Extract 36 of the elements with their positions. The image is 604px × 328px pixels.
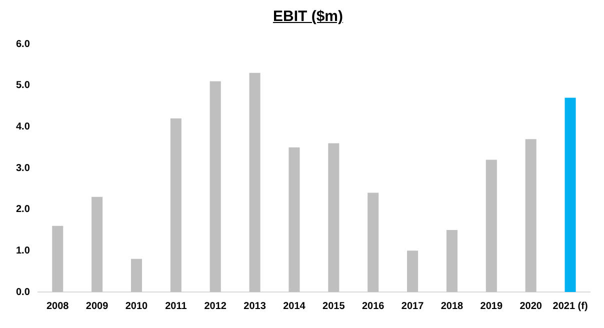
x-tick-label: 2008 [46,300,70,312]
y-tick-label: 0.0 [16,286,30,298]
y-tick-label: 4.0 [16,121,30,132]
bar [92,196,103,292]
x-tick-label: 2018 [440,300,464,312]
chart-title: EBIT ($m) [272,8,344,27]
y-tick-label: 6.0 [16,38,30,50]
bar [446,230,458,292]
bar [130,258,142,292]
x-tick-label: 2010 [125,300,148,312]
y-tick-label: 5.0 [16,80,30,92]
bar [328,143,340,292]
x-tick-label: 2016 [362,300,385,312]
x-tick-label: 2015 [322,300,346,312]
x-tick-label: 2020 [520,300,542,312]
bar [486,160,497,292]
bar [368,192,379,292]
x-tick-label: 2009 [86,300,109,312]
bar [564,98,576,292]
bar [249,72,260,292]
bar [170,118,182,292]
bar [288,147,300,292]
y-tick-label: 2.0 [16,204,30,216]
x-tick-label: 2021 (f) [552,300,588,312]
x-tick-label: 2012 [204,300,227,312]
bar [210,81,221,292]
x-tick-label: 2017 [401,300,424,312]
x-tick-label: 2019 [480,300,503,312]
bar [407,250,418,292]
y-tick-label: 1.0 [16,245,30,256]
x-tick-label: 2014 [283,300,306,312]
y-tick-label: 3.0 [16,162,30,174]
bar [52,226,64,292]
x-tick-label: 2013 [244,300,266,312]
bar [525,139,536,292]
x-tick-label: 2011 [165,300,188,312]
